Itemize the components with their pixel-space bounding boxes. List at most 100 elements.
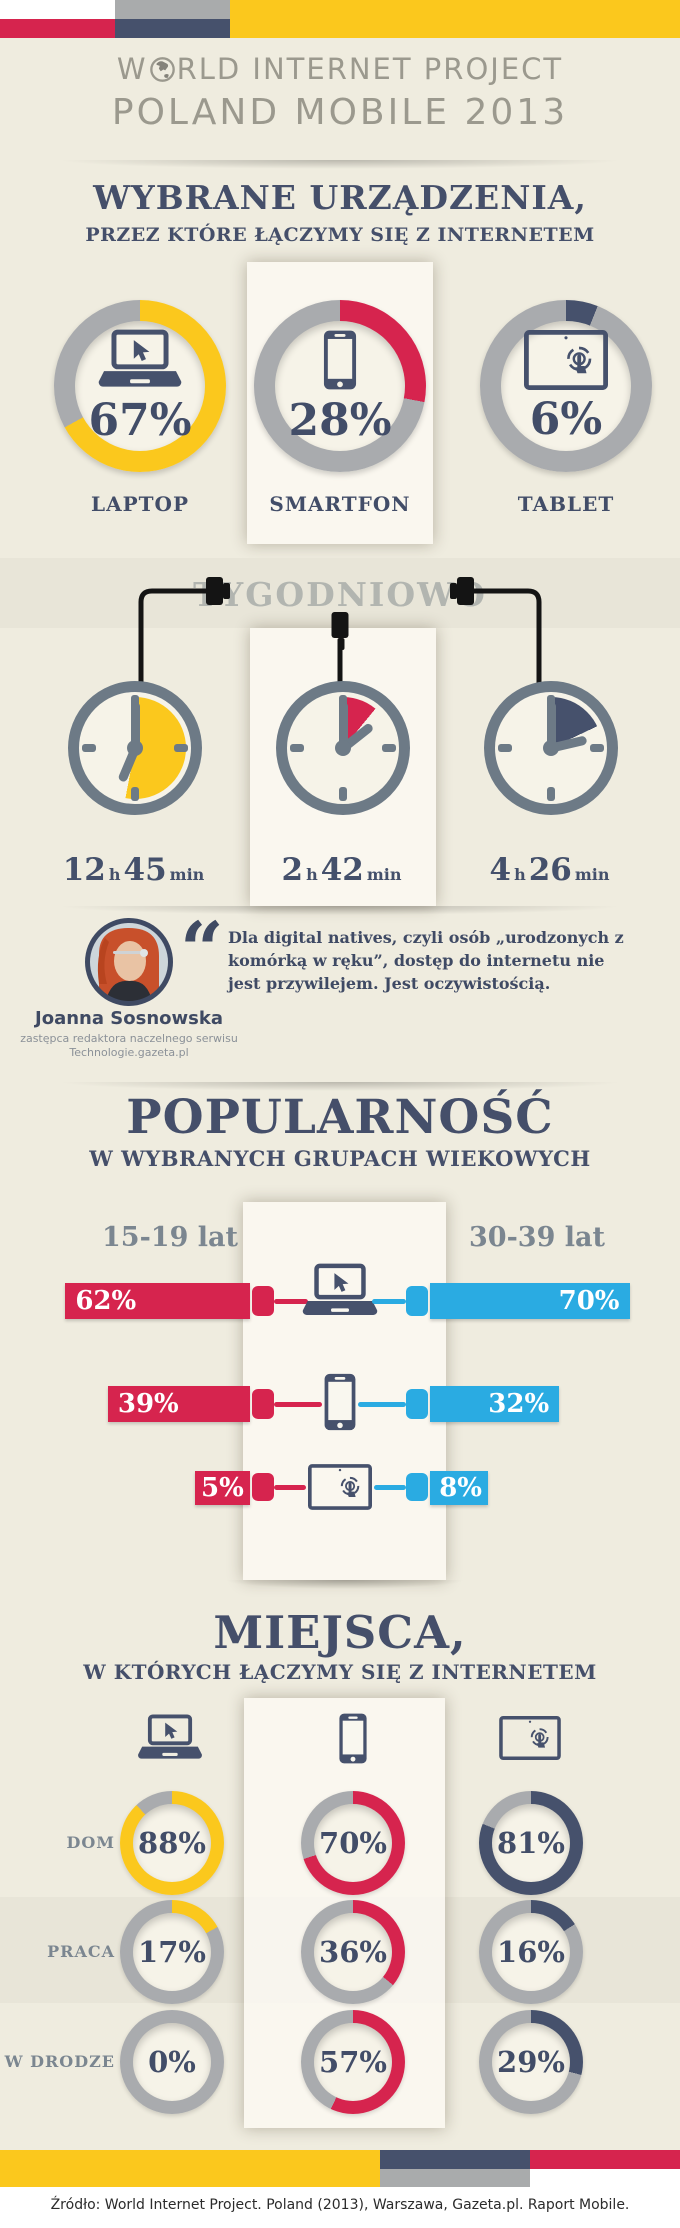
bar-15-19-smartfon: 39% [107, 1386, 250, 1422]
bar-15-19-laptop: 62% [65, 1283, 250, 1319]
cord-blue-row3 [374, 1485, 406, 1490]
tablet-touch-icon [524, 330, 608, 394]
donut-praca-laptop: 17% [120, 1900, 224, 2004]
top-bar-red [0, 19, 115, 38]
devices-subtitle: PRZEZ KTÓRE ŁĄCZYMY SIĘ Z INTERNETEM [85, 224, 595, 246]
quote-top-shadow [0, 906, 680, 918]
donut-laptop: 67% [54, 300, 226, 472]
cord-red-row3 [274, 1485, 306, 1490]
author-role-line2: Technologie.gazeta.pl [69, 1046, 189, 1059]
row-label-w-drodze: W DRODZE [4, 2052, 115, 2071]
clock-smartfon [276, 681, 410, 815]
donut-dom-smartfon: 70% [301, 1791, 405, 1895]
donut-smartfon-value: 28% [288, 395, 392, 446]
plug-right-icon [457, 577, 474, 605]
weekly-title: TYGODNIOWO [193, 575, 487, 614]
donut-smartfon-hole: 28% [275, 321, 405, 451]
smartphone-icon [322, 329, 358, 395]
bottom-bar-gray [380, 2169, 530, 2187]
plug-blue-row2 [406, 1389, 428, 1419]
quote-text: Dla digital natives, czyli osób „urodzon… [228, 928, 624, 994]
clock-tablet [484, 681, 618, 815]
tablet-touch-icon [308, 1464, 372, 1514]
clock-laptop [68, 681, 202, 815]
logo-suffix: RLD INTERNET PROJECT [176, 52, 564, 86]
minute-hand [546, 702, 556, 748]
plug-left-icon [206, 577, 223, 605]
plug-blue-row1 [406, 1286, 428, 1316]
bar-30-39-laptop: 70% [430, 1283, 630, 1319]
group-label-right: 30-39 lat [469, 1222, 605, 1253]
minute-hand [338, 702, 348, 748]
laptop-icon [137, 1714, 203, 1766]
source-text: Źródło: World Internet Project. Poland (… [50, 2197, 630, 2213]
bar-30-39-tablet: 8% [430, 1471, 488, 1505]
bottom-bar-white [530, 2169, 680, 2187]
logo-line1: W RLD INTERNET PROJECT [0, 52, 680, 86]
cord-red-row1 [274, 1299, 308, 1304]
donut-praca-smartfon: 36% [301, 1900, 405, 2004]
donut-tablet-hole: 6% [501, 321, 631, 451]
plug-middle-icon [331, 612, 349, 638]
row-label-dom: DOM [66, 1833, 115, 1852]
cord-red-row2 [274, 1402, 322, 1407]
row-label-praca: PRACA [47, 1942, 115, 1961]
places-subtitle: W KTÓRYCH ŁĄCZYMY SIĘ Z INTERNETEM [83, 1660, 597, 1684]
quote-bottom-shadow [0, 1082, 680, 1094]
plug-red-row2 [252, 1389, 274, 1419]
source-footer: Źródło: World Internet Project. Poland (… [0, 2187, 680, 2228]
label-laptop: LAPTOP [91, 492, 189, 516]
popularity-bottom-shadow [200, 1580, 490, 1592]
donut-wdrodze-smartfon: 57% [301, 2010, 405, 2114]
header-fold-shadow [0, 160, 680, 172]
donut-laptop-value: 67% [88, 395, 192, 446]
tablet-touch-icon [499, 1716, 561, 1764]
plug-blue-row3 [406, 1473, 428, 1501]
donut-laptop-hole: 67% [75, 321, 205, 451]
bottom-bar-red [530, 2150, 680, 2169]
top-bar-white [0, 0, 115, 19]
time-tablet: 4 h26 min [489, 852, 610, 888]
group-label-left: 15-19 lat [102, 1222, 238, 1253]
donut-dom-tablet: 81% [479, 1791, 583, 1895]
logo-line2: POLAND MOBILE 2013 [111, 92, 569, 133]
logo-prefix: W [116, 52, 148, 86]
minute-hand [130, 702, 140, 748]
quote-mark-icon: “ [180, 905, 224, 994]
bottom-bar-yellow [0, 2150, 380, 2187]
donut-tablet: 6% [480, 300, 652, 472]
smartphone-icon [338, 1712, 368, 1769]
author-avatar [85, 918, 173, 1010]
time-smartfon: 2 h42 min [281, 852, 402, 888]
popularity-title: POPULARNOŚĆ [126, 1090, 554, 1145]
author-role-line1: zastępca redaktora naczelnego serwisu [20, 1032, 238, 1045]
devices-title: WYBRANE URZĄDZENIA, [93, 178, 587, 217]
laptop-icon [302, 1263, 378, 1323]
bar-30-39-smartfon: 32% [430, 1386, 560, 1422]
smartphone-icon [323, 1372, 357, 1436]
power-cables-graphic [138, 577, 542, 689]
label-smartfon: SMARTFON [269, 492, 411, 516]
bar-15-19-tablet: 5% [195, 1471, 250, 1505]
donut-wdrodze-tablet: 29% [479, 2010, 583, 2114]
plug-red-row1 [252, 1286, 274, 1316]
time-laptop: 12 h45 min [62, 852, 205, 888]
plug-red-row3 [252, 1473, 274, 1501]
label-tablet: TABLET [517, 492, 615, 516]
top-bar-gray [115, 0, 230, 19]
donut-praca-tablet: 16% [479, 1900, 583, 2004]
cord-blue-row2 [358, 1402, 406, 1407]
popularity-subtitle: W WYBRANYCH GRUPACH WIEKOWYCH [89, 1146, 591, 1171]
bottom-bar-navy [380, 2150, 530, 2169]
laptop-icon [97, 329, 183, 395]
top-bar-navy [115, 19, 230, 38]
donut-smartfon: 28% [254, 300, 426, 472]
donut-wdrodze-laptop: 0% [120, 2010, 224, 2114]
globe-icon [148, 52, 177, 86]
author-name: Joanna Sosnowska [35, 1008, 223, 1029]
donut-tablet-value: 6% [529, 394, 603, 445]
cord-blue-row1 [372, 1299, 406, 1304]
donut-dom-laptop: 88% [120, 1791, 224, 1895]
places-title: MIEJSCA, [213, 1606, 467, 1659]
